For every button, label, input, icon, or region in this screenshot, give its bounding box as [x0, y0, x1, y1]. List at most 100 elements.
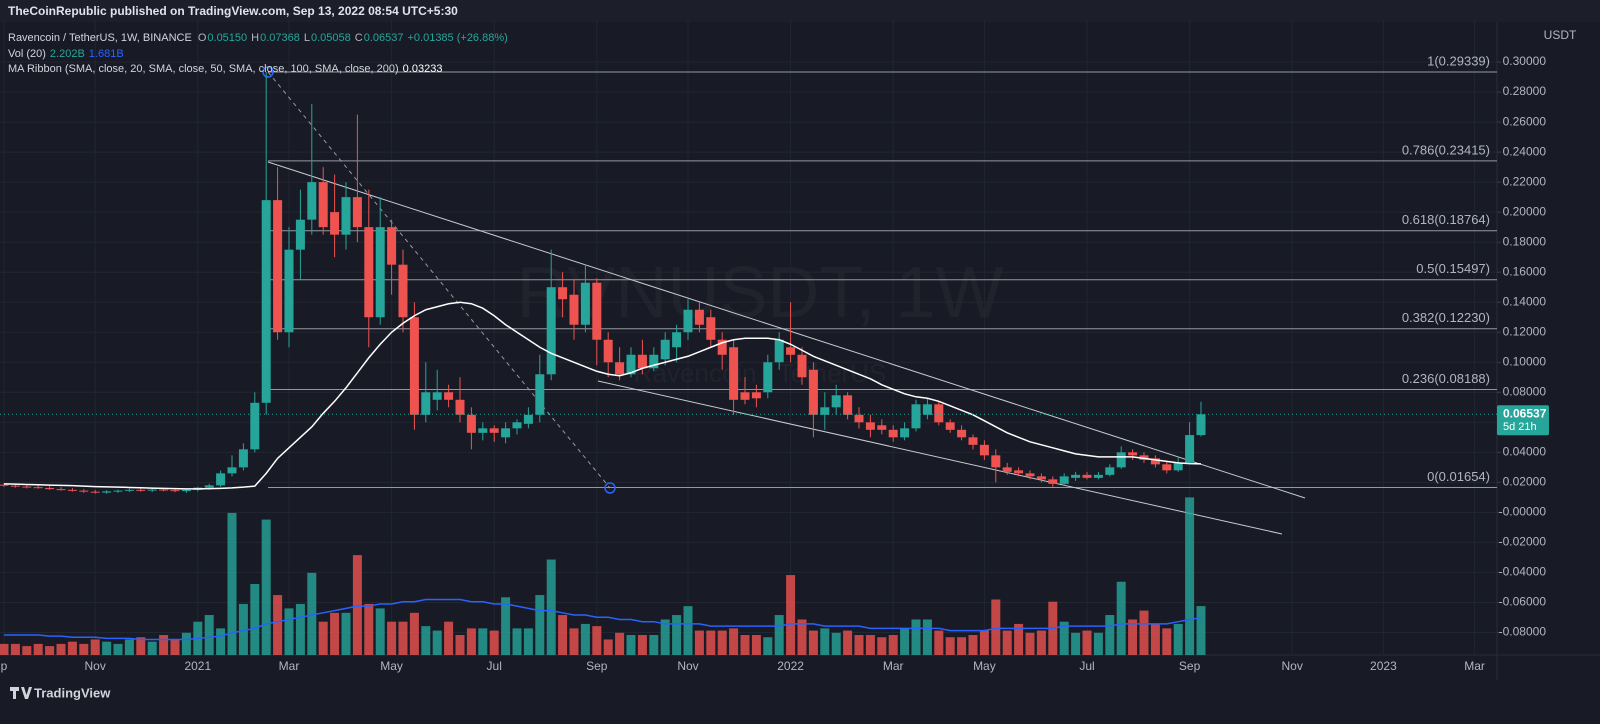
volume-bar	[409, 612, 419, 655]
volume-bar	[307, 572, 317, 655]
candle-body	[56, 489, 66, 491]
candle-body	[102, 491, 112, 493]
volume-bar	[56, 643, 66, 655]
candle-body	[786, 347, 796, 355]
legend-change: +0.01385 (+26.88%)	[407, 32, 507, 44]
candle-body	[797, 354, 807, 378]
candle-body	[1059, 476, 1069, 484]
candle-body	[0, 484, 9, 486]
fib-label: 0(0.01654)	[1427, 469, 1490, 484]
y-tick-label: 0.18000	[1503, 234, 1547, 248]
volume-bar	[204, 615, 214, 655]
legend-symbol: Ravencoin / TetherUS, 1W, BINANCE	[8, 32, 192, 44]
volume-bar	[649, 635, 659, 655]
volume-bar	[398, 621, 408, 655]
legend-key: H	[251, 32, 259, 44]
volume-bar	[922, 619, 932, 655]
volume-bar	[820, 628, 830, 655]
candle-body	[512, 422, 522, 429]
volume-bar	[523, 628, 533, 655]
candle-body	[740, 392, 750, 400]
x-tick-label: Nov	[677, 659, 698, 673]
volume-bar	[1002, 630, 1012, 655]
volume-bar	[432, 630, 442, 655]
fib-levels: 1(0.29339) 0.786(0.23415) 0.618(0.18764) 0.…	[268, 53, 1497, 489]
candle-body	[569, 294, 579, 325]
x-tick-label: p	[1, 659, 8, 673]
volume-bar	[694, 630, 704, 655]
candle-body	[751, 392, 761, 399]
legend-value: 0.07368	[260, 32, 300, 44]
candle-body	[181, 489, 191, 492]
volume-bar	[751, 635, 761, 655]
candle-body	[147, 489, 157, 491]
legend-symbol-line: Ravencoin / TetherUS, 1W, BINANCE O0.0515…	[8, 32, 508, 44]
last-price-box	[1497, 405, 1549, 436]
candle-body	[957, 429, 967, 438]
volume-bar	[1128, 619, 1138, 655]
candle-body	[1185, 435, 1195, 463]
volume-bar	[991, 599, 1001, 655]
volume-bar	[501, 597, 511, 655]
candle-body	[170, 490, 180, 492]
candle-body	[375, 227, 385, 318]
candle-body	[717, 339, 727, 355]
volume-bar	[535, 595, 545, 655]
candle-body	[330, 212, 340, 235]
candle-body	[900, 428, 910, 438]
axes: 0.30000 0.28000 0.26000 0.24000 0.22000 0.200…	[0, 54, 1549, 673]
volume-bar	[729, 628, 739, 655]
last-price-label: 0.06537	[1503, 406, 1547, 420]
legend-value: 0.06537	[364, 32, 404, 44]
volume-legend-name: Vol (20)	[8, 48, 46, 60]
trend-line-lower	[597, 380, 1283, 535]
candle-body	[672, 332, 682, 348]
x-tick-label: Nov	[85, 659, 106, 673]
grid	[0, 20, 1497, 655]
volume-bar	[968, 635, 978, 655]
x-tick-label: 2022	[777, 659, 804, 673]
candle-body	[1048, 479, 1058, 484]
candle-body	[535, 374, 545, 415]
candle-body	[478, 428, 488, 433]
candle-body	[113, 490, 123, 492]
legend-key: O	[198, 32, 207, 44]
y-tick-label: -0.02000	[1499, 535, 1547, 549]
volume-bar	[261, 519, 271, 655]
x-tick-label: Jul	[487, 659, 502, 673]
candle-body	[318, 182, 328, 228]
candle-body	[159, 489, 169, 491]
y-tick-label: 0.02000	[1503, 475, 1547, 489]
volume-bar	[854, 635, 864, 655]
y-tick-label: -0.08000	[1499, 625, 1547, 639]
volume-bar	[352, 555, 362, 655]
volume-bar	[877, 637, 887, 655]
fib-label: 0.618(0.18764)	[1402, 212, 1490, 227]
candle-body	[1036, 476, 1046, 480]
volume-bar	[22, 646, 32, 655]
candle-body	[843, 395, 853, 415]
fib-label: 1(0.29339)	[1427, 53, 1490, 68]
candle-body	[79, 490, 89, 492]
candle-body	[409, 317, 419, 415]
volume-bar	[546, 559, 556, 655]
fib-label: 0.236(0.08188)	[1402, 371, 1490, 386]
candle-body	[398, 264, 408, 318]
candle-body	[1014, 470, 1024, 474]
y-tick-label: -0.00000	[1499, 505, 1547, 519]
candle-body	[854, 414, 864, 423]
volume-bar	[888, 635, 898, 655]
footer-logo	[10, 687, 32, 699]
volume-bar	[831, 632, 841, 655]
ma-line	[3, 301, 1202, 490]
candles	[0, 71, 1206, 494]
candle-body	[1071, 474, 1081, 478]
candle-body	[124, 489, 134, 491]
volume-bar	[273, 595, 283, 655]
volume-bar	[238, 603, 248, 655]
volume-bar	[717, 630, 727, 655]
volume-bar	[615, 632, 625, 655]
volume-bar	[592, 626, 602, 655]
volume-bar	[170, 639, 180, 655]
candle-body	[1116, 452, 1126, 468]
